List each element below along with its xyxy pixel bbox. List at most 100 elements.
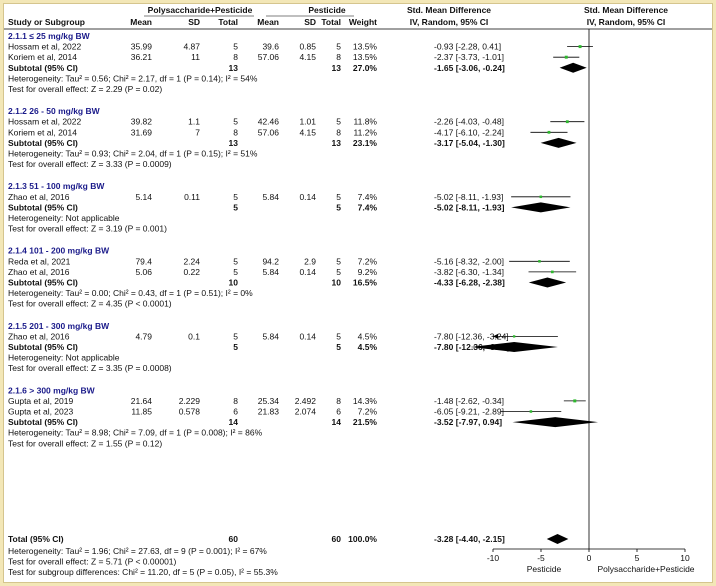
overall-effect-text: Test for overall effect: Z = 3.19 (P = 0… [8,224,167,234]
point-estimate-marker [578,45,582,49]
header-group2: Pesticide [308,5,346,15]
study-name: Gupta et al, 2023 [8,407,73,417]
cell-total-2: 5 [336,192,341,202]
cell-sd-2: 0.85 [299,42,316,52]
cell-total-1: 8 [233,52,238,62]
subgroup-title: 2.1.2 26 - 50 mg/kg BW [8,106,101,116]
subtotal-weight: 27.0% [353,63,378,73]
point-estimate-marker [564,55,568,59]
cell-ci: -7.80 [-12.36, -3.24] [434,331,509,341]
header-method: IV, Random, 95% CI [410,17,489,27]
point-estimate-marker [538,260,541,263]
cell-ci: -5.16 [-8.32, -2.00] [434,256,504,266]
cell-mean-1: 35.99 [131,42,153,52]
total-label: Total (95% CI) [8,534,64,544]
subtotal-weight: 7.4% [358,202,378,212]
cell-mean-2: 5.84 [262,331,279,341]
subtotal-diamond [511,202,571,213]
subtotal-ci: -3.52 [-7.97, 0.94] [434,417,502,427]
total-n-1: 60 [229,534,239,544]
subtotal-total-2: 5 [336,342,341,352]
subgroup-title: 2.1.3 51 - 100 mg/kg BW [8,181,105,191]
header-mean-2: Mean [257,17,279,27]
subtotal-total-2: 5 [336,202,341,212]
cell-mean-2: 94.2 [262,256,279,266]
cell-sd-1: 4.87 [183,42,200,52]
overall-effect-text: Test for overall effect: Z = 2.29 (P = 0… [8,84,162,94]
cell-mean-1: 5.06 [135,267,152,277]
cell-weight: 11.8% [354,117,378,127]
cell-total-1: 5 [233,192,238,202]
cell-mean-2: 21.83 [258,407,280,417]
subtotal-total-1: 14 [229,417,239,427]
cell-ci: -4.17 [-6.10, -2.24] [434,127,504,137]
cell-total-1: 5 [233,331,238,341]
cell-sd-2: 1.01 [299,117,316,127]
point-estimate-marker [573,399,577,403]
cell-total-2: 5 [336,256,341,266]
cell-mean-2: 25.34 [258,396,280,406]
header-total-1: Total [218,17,238,27]
subgroup-differences: Test for subgroup differences: Chi² = 11… [8,567,278,577]
subtotal-total-2: 10 [332,278,342,288]
subtotal-weight: 21.5% [353,417,378,427]
axis-right-label: Polysaccharide+Pesticide [597,564,694,574]
subtotal-diamond [512,417,599,428]
cell-sd-2: 2.074 [295,407,317,417]
cell-weight: 13.5% [353,52,378,62]
cell-sd-2: 2.9 [304,256,316,266]
cell-weight: 14.3% [353,396,378,406]
heterogeneity-text: Heterogeneity: Not applicable [8,213,120,223]
cell-sd-2: 0.14 [299,267,316,277]
cell-mean-1: 31.69 [131,127,153,137]
cell-total-2: 5 [336,267,341,277]
heterogeneity-text: Heterogeneity: Not applicable [8,353,120,363]
subtotal-ci: -3.17 [-5.04, -1.30] [434,138,505,148]
header-study: Study or Subgroup [8,17,85,27]
subtotal-weight: 23.1% [353,138,378,148]
subtotal-total-1: 13 [229,138,239,148]
subgroup-title: 2.1.4 101 - 200 mg/kg BW [8,246,110,256]
subtotal-ci: -1.65 [-3.06, -0.24] [434,63,505,73]
cell-mean-1: 4.79 [135,331,152,341]
heterogeneity-text: Heterogeneity: Tau² = 0.93; Chi² = 2.04,… [8,149,258,159]
subtotal-weight: 4.5% [358,342,378,352]
subtotal-total-1: 5 [233,342,238,352]
subtotal-diamond [470,342,558,352]
point-estimate-marker [539,195,543,199]
total-diamond [546,534,569,544]
header-sd-2: SD [304,17,316,27]
study-name: Gupta et al, 2019 [8,396,73,406]
overall-effect-text: Test for overall effect: Z = 3.35 (P = 0… [8,363,172,373]
forest-plot: Polysaccharide+Pesticide Pesticide Std. Me… [4,5,712,577]
cell-total-2: 8 [336,52,341,62]
cell-weight: 7.2% [358,256,378,266]
cell-total-2: 5 [336,331,341,341]
heterogeneity-text: Heterogeneity: Tau² = 0.00; Chi² = 0.43,… [8,288,253,298]
header-total-2: Total [321,17,341,27]
total-n-2: 60 [332,534,342,544]
subtotal-ci: -5.02 [-8.11, -1.93] [434,202,505,212]
x-axis-tick-label: 5 [635,553,640,563]
heterogeneity-text: Heterogeneity: Tau² = 8.98; Chi² = 7.09,… [8,428,263,438]
cell-ci: -5.02 [-8.11, -1.93] [434,192,503,202]
study-name: Hossam et al, 2022 [8,117,82,127]
cell-mean-2: 39.6 [262,42,279,52]
cell-weight: 11.2% [354,127,378,137]
cell-mean-2: 5.84 [262,192,279,202]
header-plot-title: Std. Mean Difference [584,5,668,15]
overall-effect-text: Test for overall effect: Z = 4.35 (P < 0… [8,299,172,309]
cell-total-1: 5 [233,42,238,52]
subtotal-ci: -4.33 [-6.28, -2.38] [434,278,505,288]
point-estimate-marker [565,120,569,124]
cell-ci: -3.82 [-6.30, -1.34] [434,267,504,277]
subtotal-weight: 16.5% [353,278,378,288]
total-heterogeneity: Heterogeneity: Tau² = 1.96; Chi² = 27.63… [8,546,267,556]
study-name: Zhao et al, 2016 [8,331,70,341]
total-ci: -3.28 [-4.40, -2.15] [434,534,505,544]
study-name: Koriem et al, 2014 [8,52,77,62]
subtotal-total-2: 14 [332,417,342,427]
study-name: Hossam et al, 2022 [8,42,82,52]
cell-total-1: 5 [233,256,238,266]
cell-total-1: 5 [233,267,238,277]
